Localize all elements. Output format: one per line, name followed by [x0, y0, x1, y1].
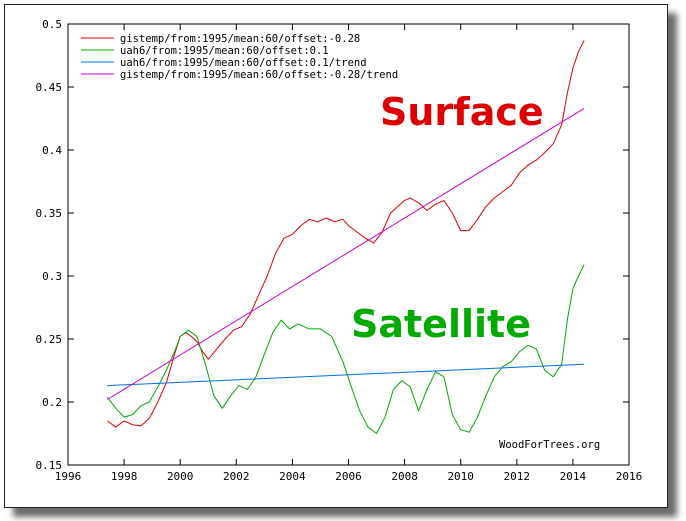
legend-label-1: uah6/from:1995/mean:60/offset:0.1 — [120, 45, 329, 57]
legend-label-3: gistemp/from:1995/mean:60/offset:-0.28/t… — [120, 69, 398, 81]
x-tick-label: 1996 — [55, 470, 82, 483]
series-line-2 — [107, 363, 585, 387]
y-tick-label: 0.15 — [36, 459, 63, 472]
y-tick-label: 0.25 — [36, 333, 63, 346]
y-tick-label: 0.45 — [36, 81, 63, 94]
surface-annotation: Surface — [380, 90, 544, 134]
x-tick-label: 2000 — [167, 470, 194, 483]
x-tick-label: 2006 — [335, 470, 362, 483]
plot-border — [67, 23, 630, 466]
x-tick-label: 2010 — [447, 470, 474, 483]
y-tick-label: 0.35 — [36, 207, 63, 220]
y-tick-label: 0.3 — [42, 270, 62, 283]
series-line-1 — [106, 264, 585, 434]
legend: gistemp/from:1995/mean:60/offset:-0.28ua… — [81, 33, 398, 81]
credit-label: WoodForTrees.org — [499, 439, 600, 451]
plot-area-border — [67, 23, 630, 466]
x-tick-label: 2008 — [391, 470, 418, 483]
series-line-0 — [107, 40, 585, 428]
series-layer — [106, 40, 585, 434]
chart-frame: 1996 1998 2000 2002 2004 2006 2008 2010 2012 2014… — [4, 4, 668, 508]
x-tick-label: 2004 — [279, 470, 306, 483]
line-chart: 1996 1998 2000 2002 2004 2006 2008 2010 2012 2014… — [36, 18, 643, 483]
series-line-3 — [107, 107, 585, 400]
y-tick-label: 0.5 — [42, 18, 62, 31]
x-tick-label: 2014 — [560, 470, 587, 483]
legend-label-0: gistemp/from:1995/mean:60/offset:-0.28 — [120, 33, 360, 45]
x-tick-label: 2012 — [504, 470, 531, 483]
x-tick-label: 1998 — [111, 470, 138, 483]
x-tick-label: 2016 — [616, 470, 643, 483]
axis-ticks: 1996 1998 2000 2002 2004 2006 2008 2010 2012 2014… — [36, 18, 643, 483]
y-tick-label: 0.2 — [42, 396, 62, 409]
x-tick-label: 2002 — [223, 470, 250, 483]
satellite-annotation: Satellite — [351, 302, 531, 346]
legend-label-2: uah6/from:1995/mean:60/offset:0.1/trend — [120, 57, 367, 69]
y-tick-label: 0.4 — [42, 144, 62, 157]
